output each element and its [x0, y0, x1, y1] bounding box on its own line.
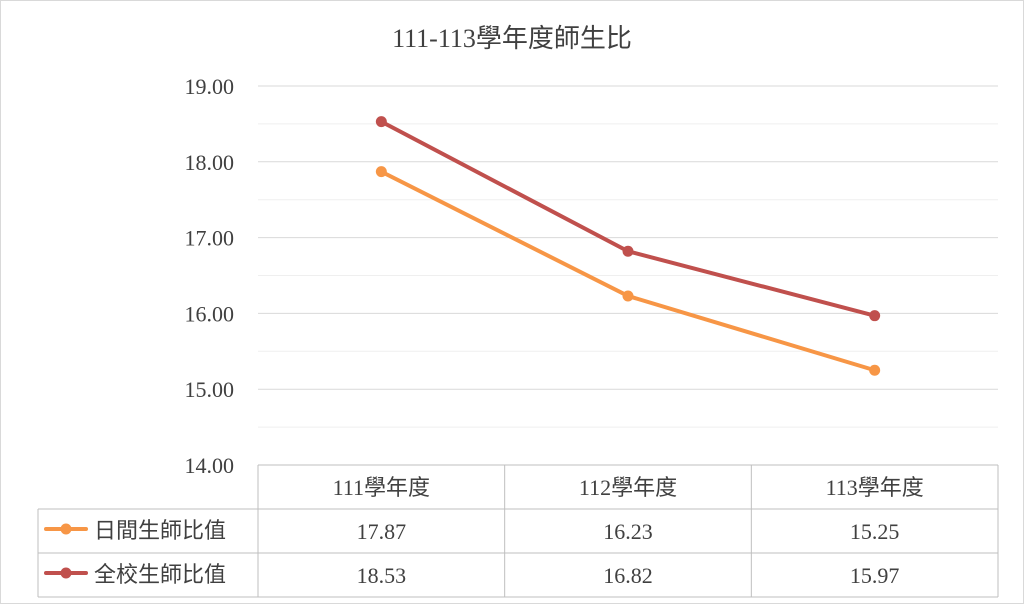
data-point — [375, 166, 387, 178]
category-label: 111學年度 — [333, 475, 430, 500]
data-point — [869, 364, 881, 376]
data-point — [622, 290, 634, 302]
data-label: 18.53 — [357, 563, 407, 588]
data-label: 15.97 — [850, 563, 900, 588]
chart-title: 111-113學年度師生比 — [392, 24, 632, 53]
y-tick-label: 15.00 — [185, 377, 235, 402]
y-tick-label: 18.00 — [185, 150, 235, 175]
data-label: 15.25 — [850, 519, 900, 544]
y-tick-label: 16.00 — [185, 301, 235, 326]
data-label: 16.82 — [603, 563, 653, 588]
data-point — [375, 116, 387, 128]
legend-label: 全校生師比值 — [94, 562, 226, 587]
legend-marker — [60, 523, 72, 535]
data-point — [869, 310, 881, 322]
category-label: 113學年度 — [826, 475, 924, 500]
y-tick-label: 19.00 — [185, 74, 235, 99]
y-tick-label: 17.00 — [185, 226, 235, 251]
data-point — [622, 245, 634, 257]
category-label: 112學年度 — [579, 475, 677, 500]
series-line — [379, 119, 877, 318]
y-tick-label: 14.00 — [185, 453, 235, 478]
data-label: 17.87 — [357, 519, 407, 544]
legend-marker — [60, 567, 72, 579]
legend-label: 日間生師比值 — [94, 518, 226, 543]
series-line — [379, 169, 877, 373]
data-label: 16.23 — [603, 519, 653, 544]
